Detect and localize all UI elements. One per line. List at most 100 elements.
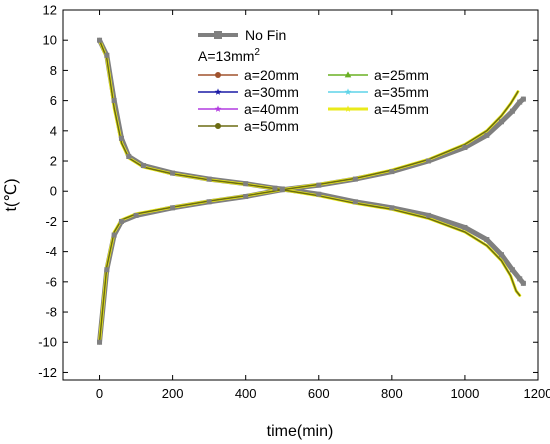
y-tick-label: 2 [50,154,57,169]
x-tick-label: 1000 [450,386,479,401]
series-line-3-cold [98,90,519,343]
data-point [118,218,124,224]
legend-marker-a-25mm [344,71,352,78]
data-point [104,52,110,58]
x-tick-label: 800 [381,386,403,401]
data-point [520,280,526,286]
legend-marker-a-30mm [214,88,222,95]
marker-layer [97,37,526,345]
data-point [484,132,490,138]
data-point [272,185,278,191]
data-point [517,99,523,105]
data-point [498,252,504,258]
data-point [243,181,249,187]
series-line-6-hot [98,39,521,297]
y-tick-label: 4 [50,123,57,138]
y-axis: -12 -10 -8 -6 -4 -2 0 2 4 6 8 10 12 [38,3,538,380]
series-line-2-hot [98,39,521,297]
series-line-8-cold [98,90,519,343]
data-point [316,182,322,188]
data-point [206,176,212,182]
y-tick-label: -10 [38,335,57,350]
y-tick-label: -2 [45,214,57,229]
y-tick-label: 8 [50,63,57,78]
data-point [425,212,431,218]
y-tick-label: -12 [38,365,57,380]
data-point [425,158,431,164]
data-point [462,224,468,230]
series-line-5-cold [98,90,519,343]
data-point [389,169,395,175]
series-line-4-hot [98,39,521,297]
series-line-2-cold [98,90,519,343]
legend-label-a-35mm: a=35mm [374,84,429,100]
x-tick-label: 400 [235,386,257,401]
data-point [389,205,395,211]
legend-label-a-50mm: a=50mm [244,118,299,134]
data-point [133,212,139,218]
legend-marker-no-fin [214,31,222,39]
data-point [509,267,515,273]
legend-marker-a-35mm [344,88,352,95]
x-tick-label: 600 [308,386,330,401]
data-point [484,237,490,243]
series-line-8-hot [98,39,521,297]
series-line-5-hot [98,39,521,297]
data-point [462,144,468,150]
data-point [243,194,249,200]
legend-marker-a-45mm [344,105,352,112]
legend-label-a-20mm: a=20mm [244,67,299,83]
data-point [126,153,132,159]
data-point [97,37,103,43]
y-tick-label: -4 [45,244,57,259]
data-point [352,199,358,205]
series-line-7-hot [98,38,522,297]
series-line-1-cold [97,96,526,345]
x-axis-title: time(min) [267,423,334,440]
data-point [111,232,117,238]
data-point [170,205,176,211]
data-point [140,163,146,169]
data-point [517,276,523,282]
legend-label-a-40mm: a=40mm [244,101,299,117]
legend-label-a-25mm: a=25mm [374,67,429,83]
data-point [170,170,176,176]
data-point [206,199,212,205]
data-point [520,96,526,102]
series-line-4-cold [98,90,519,343]
data-point [498,119,504,125]
data-point [509,108,515,114]
y-tick-label: 6 [50,93,57,108]
y-tick-label: -8 [45,305,57,320]
legend-label-no-fin: No Fin [245,27,286,43]
legend-marker-a-50mm [215,123,221,129]
y-tick-label: 0 [50,184,57,199]
legend-label-a-45mm: a=45mm [374,101,429,117]
legend-marker-a-40mm [214,105,222,112]
series-layer [97,37,526,345]
x-axis: 0 200 400 600 800 1000 1200 [96,10,550,401]
data-point [316,191,322,197]
series-line-6-cold [98,90,519,343]
data-point [279,187,285,193]
data-point [352,176,358,182]
data-point [111,98,117,104]
x-tick-label: 0 [96,386,103,401]
x-tick-label: 200 [162,386,184,401]
legend-subtitle-sup: 2 [254,47,260,58]
data-point [97,339,103,345]
data-point [118,135,124,141]
legend-marker-a-20mm [215,72,221,78]
y-tick-label: 12 [43,3,57,18]
plot-frame [62,9,539,381]
legend-subtitle: A=13mm2 [198,47,260,64]
y-axis-title: t(℃) [3,178,20,211]
series-line-3-hot [98,39,521,297]
data-point [104,267,110,273]
y-tick-label: 10 [43,33,57,48]
series-line-1-hot [97,37,526,286]
series-line-7-cold [98,90,520,344]
y-tick-label: -6 [45,274,57,289]
